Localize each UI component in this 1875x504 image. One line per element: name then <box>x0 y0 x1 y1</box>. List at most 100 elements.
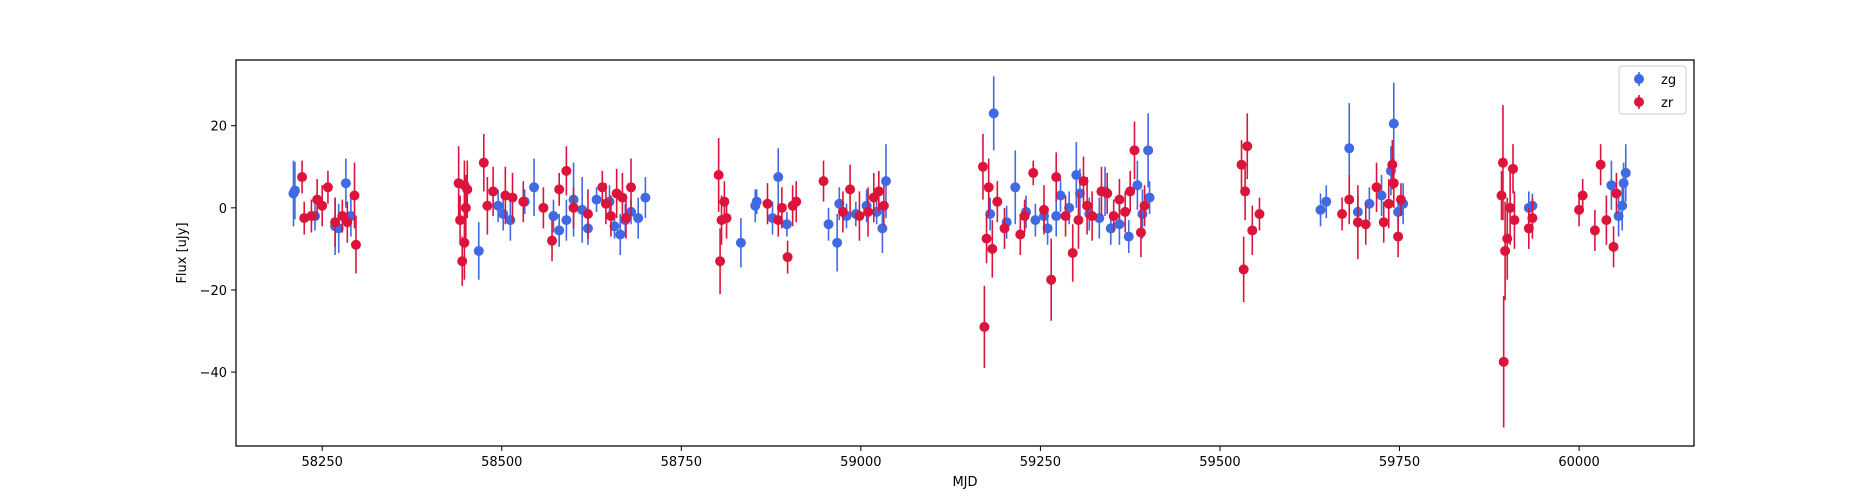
data-point <box>999 223 1010 234</box>
data-point <box>1498 356 1509 367</box>
legend-label: zg <box>1661 73 1676 88</box>
data-point <box>1046 274 1057 285</box>
data-point <box>620 213 631 224</box>
data-point <box>1102 188 1113 199</box>
data-point <box>1601 215 1612 226</box>
x-tick-label: 58500 <box>481 455 522 470</box>
x-tick-label: 59750 <box>1379 455 1420 470</box>
data-point <box>297 172 308 183</box>
y-tick-label: 20 <box>210 120 227 135</box>
x-tick-label: 59500 <box>1199 455 1240 470</box>
series-layer <box>288 76 1631 428</box>
data-point <box>478 157 489 168</box>
data-point <box>983 182 994 193</box>
data-point <box>1388 178 1399 189</box>
x-axis-label: MJD <box>952 475 977 490</box>
data-point <box>1078 176 1089 187</box>
data-point <box>1344 143 1355 154</box>
data-point <box>1028 167 1039 178</box>
series-zr <box>297 105 1622 428</box>
data-point <box>317 200 328 211</box>
data-point <box>554 225 565 236</box>
data-point <box>1589 225 1600 236</box>
data-point <box>1606 180 1617 191</box>
data-point <box>617 192 628 203</box>
data-point <box>981 233 992 244</box>
data-point <box>1344 194 1355 205</box>
data-point <box>1074 188 1085 199</box>
data-point <box>1505 202 1516 213</box>
data-point <box>1042 223 1053 234</box>
data-point <box>1073 215 1084 226</box>
data-point <box>773 172 784 183</box>
data-point <box>1620 167 1631 178</box>
data-point <box>719 196 730 207</box>
data-point <box>1496 190 1507 201</box>
series-zg <box>288 76 1631 280</box>
data-point <box>1039 204 1050 215</box>
data-point <box>605 211 616 222</box>
data-point <box>1064 202 1075 213</box>
legend: zg zr <box>1618 65 1687 115</box>
data-point <box>1114 219 1125 230</box>
data-point <box>854 211 865 222</box>
data-point <box>342 217 353 228</box>
data-point <box>1125 186 1136 197</box>
data-point <box>600 198 611 209</box>
data-point <box>1120 206 1131 217</box>
data-point <box>773 215 784 226</box>
data-point <box>782 252 793 263</box>
data-point <box>1618 178 1629 189</box>
data-point <box>1019 211 1030 222</box>
data-point <box>1395 194 1406 205</box>
data-point <box>633 213 644 224</box>
data-point <box>529 182 540 193</box>
y-tick-label: −40 <box>200 366 227 381</box>
data-point <box>1383 198 1394 209</box>
data-point <box>1135 227 1146 238</box>
legend-item-zg: zg <box>1634 72 1676 88</box>
data-point <box>1082 200 1093 211</box>
data-point <box>1337 208 1348 219</box>
data-point <box>863 206 874 217</box>
data-point <box>1376 190 1387 201</box>
data-point <box>582 208 593 219</box>
data-point <box>547 235 558 246</box>
data-point <box>457 256 468 267</box>
data-point <box>977 161 988 172</box>
data-point <box>1051 211 1062 222</box>
data-point <box>837 206 848 217</box>
data-point <box>1315 204 1326 215</box>
data-point <box>349 190 360 201</box>
data-point <box>615 229 626 240</box>
data-point <box>330 217 341 228</box>
data-point <box>626 182 637 193</box>
data-point <box>640 192 651 203</box>
data-point <box>1388 118 1399 129</box>
data-point <box>1527 213 1538 224</box>
data-point <box>306 211 317 222</box>
data-point <box>460 202 471 213</box>
data-point <box>818 176 829 187</box>
data-point <box>455 215 466 226</box>
legend-marker <box>1634 97 1644 107</box>
data-point <box>1393 231 1404 242</box>
data-point <box>462 184 473 195</box>
x-tick-label: 59000 <box>840 455 881 470</box>
data-point <box>1067 248 1078 258</box>
y-tick-label: −20 <box>200 284 227 299</box>
data-point <box>1247 225 1258 236</box>
data-point <box>1508 163 1519 174</box>
data-point <box>1242 141 1253 152</box>
y-axis-label: Flux [uJy] <box>175 222 190 283</box>
data-point <box>1236 159 1247 170</box>
data-point <box>1617 200 1628 211</box>
data-point <box>554 184 565 195</box>
y-tick-label: 0 <box>219 202 227 217</box>
data-point <box>1523 223 1534 234</box>
data-point <box>1500 245 1511 256</box>
data-point <box>609 221 620 232</box>
x-tick-label: 59250 <box>1020 455 1061 470</box>
legend-label: zr <box>1661 96 1674 111</box>
